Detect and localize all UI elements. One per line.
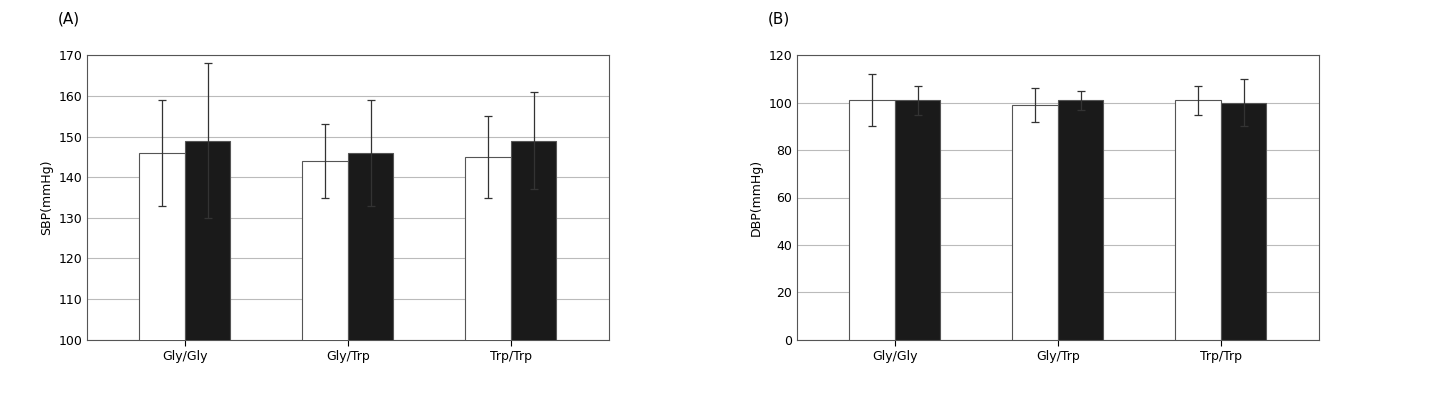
Legend: Low Na, high Na: Low Na, high Na <box>1188 132 1269 176</box>
Bar <box>849 100 895 340</box>
Bar <box>139 153 184 395</box>
Y-axis label: DBP(mmHg): DBP(mmHg) <box>749 159 762 236</box>
Bar <box>1222 103 1266 340</box>
Bar <box>895 100 940 340</box>
Bar <box>1058 100 1104 340</box>
Bar <box>1013 105 1058 340</box>
Bar <box>184 141 230 395</box>
Bar <box>465 157 510 395</box>
Text: (B): (B) <box>768 12 790 27</box>
Bar <box>348 153 393 395</box>
Text: (A): (A) <box>58 12 80 27</box>
Bar <box>301 161 348 395</box>
Y-axis label: SBP(mmHg): SBP(mmHg) <box>39 160 52 235</box>
Bar <box>1175 100 1222 340</box>
Bar <box>510 141 556 395</box>
